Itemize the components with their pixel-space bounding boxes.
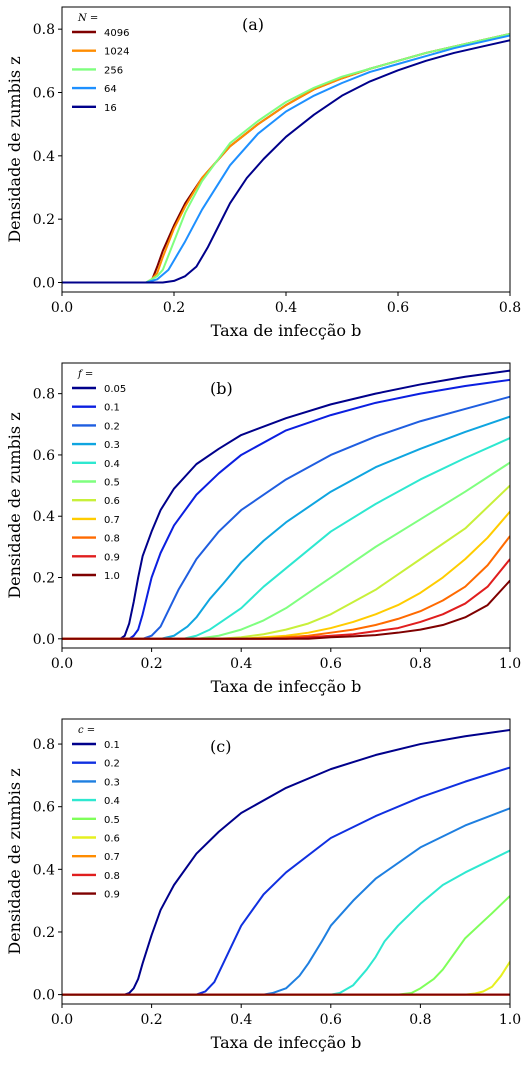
x-tick-label: 0.8 (499, 300, 521, 316)
legend-title: c = (78, 725, 95, 736)
y-tick-label: 0.8 (33, 387, 55, 403)
x-axis-label: Taxa de infecção b (211, 321, 362, 340)
x-tick-label: 0.4 (275, 300, 297, 316)
series-line-0.1 (62, 378, 510, 640)
x-tick-label: 1.0 (499, 656, 521, 672)
series-line-64 (62, 34, 510, 284)
x-axis-label: Taxa de infecção b (211, 677, 362, 696)
panel-label: (b) (210, 379, 233, 398)
legend-label: 0.9 (104, 552, 120, 563)
legend-title: N = (77, 13, 98, 24)
x-tick-label: 0.2 (163, 300, 185, 316)
y-tick-label: 0.8 (33, 22, 55, 38)
x-tick-label: 1.0 (499, 1012, 521, 1028)
x-tick-label: 0.2 (140, 1012, 162, 1028)
plot-frame (61, 362, 511, 649)
y-tick-label: 0.6 (33, 448, 55, 464)
legend-label: 0.5 (104, 478, 120, 489)
legend-label: 0.9 (104, 890, 120, 901)
series-line-0.1 (62, 728, 510, 996)
series-line-1024 (62, 32, 510, 284)
legend-label: 0.6 (104, 834, 120, 845)
legend-label: 0.05 (104, 384, 126, 395)
series-line-0.3 (62, 415, 510, 640)
series-line-0.5 (62, 895, 510, 996)
series-line-0.3 (62, 807, 510, 996)
y-tick-label: 0.4 (33, 149, 55, 165)
legend-title: f = (77, 369, 93, 380)
x-tick-label: 0.0 (51, 656, 73, 672)
y-axis-label: Densidade de zumbis z (5, 412, 24, 598)
series-line-0.9 (62, 558, 510, 640)
legend-label: 4096 (104, 28, 129, 39)
y-tick-label: 0.4 (33, 509, 55, 525)
series-line-0.4 (62, 437, 510, 640)
y-axis-label: Densidade de zumbis z (5, 768, 24, 954)
x-tick-label: 0.0 (51, 300, 73, 316)
x-tick-label: 0.8 (409, 656, 431, 672)
chart-panel-a: 0.0 0.2 0.4 0.6 0.8 0.0 0.2 0.4 0.6 0.8 Taxa de in… (5, 6, 521, 340)
legend-label: 0.7 (104, 852, 120, 863)
y-tick-label: 0.6 (33, 86, 55, 102)
legend-label: 256 (104, 65, 123, 76)
y-tick-label: 0.4 (33, 862, 55, 878)
legend-label: 64 (104, 84, 117, 95)
chart-panel-b: 0.0 0.2 0.4 0.6 0.8 1.0 0.0 0.2 0.4 0.6 0.8 Taxa de… (5, 362, 521, 696)
x-tick-label: 0.4 (230, 656, 252, 672)
series-line-0.6 (62, 484, 510, 640)
series-line-0.6 (62, 961, 510, 996)
series-line-0.4 (62, 849, 510, 996)
y-tick-label: 0.8 (33, 737, 55, 753)
series-line-0.8 (62, 535, 510, 640)
legend-label: 0.8 (104, 871, 120, 882)
legend-label: 16 (104, 103, 117, 114)
legend-label: 0.1 (104, 740, 120, 751)
x-tick-label: 0.2 (140, 656, 162, 672)
x-tick-label: 0.4 (230, 1012, 252, 1028)
legend-label: 1.0 (104, 571, 120, 582)
y-tick-label: 0.2 (33, 212, 55, 228)
x-tick-label: 0.6 (320, 1012, 342, 1028)
legend-label: 0.3 (104, 777, 120, 788)
x-axis-label: Taxa de infecção b (211, 1033, 362, 1052)
panel-label: (a) (242, 15, 264, 34)
legend-label: 0.7 (104, 515, 120, 526)
series-line-0.7 (62, 510, 510, 640)
legend-label: 0.4 (104, 459, 120, 470)
legend-label: 0.5 (104, 815, 120, 826)
y-tick-label: 0.0 (33, 988, 55, 1004)
series-line-16 (62, 39, 510, 284)
legend-label: 1024 (104, 47, 129, 58)
legend-label: 0.8 (104, 534, 120, 545)
legend-label: 0.2 (104, 421, 120, 432)
legend-label: 0.2 (104, 759, 120, 770)
x-tick-label: 0.0 (51, 1012, 73, 1028)
legend-label: 0.6 (104, 496, 120, 507)
y-tick-label: 0.0 (33, 632, 55, 648)
panel-label: (c) (210, 737, 231, 756)
y-axis-label: Densidade de zumbis z (5, 56, 24, 242)
y-tick-label: 0.2 (33, 925, 55, 941)
series-line-0.2 (62, 395, 510, 640)
x-tick-label: 0.8 (409, 1012, 431, 1028)
series-line-0.2 (62, 766, 510, 996)
y-tick-label: 0.0 (33, 276, 55, 292)
x-tick-label: 0.6 (387, 300, 409, 316)
series-line-1.0 (62, 579, 510, 640)
plot-frame (61, 718, 511, 1005)
y-tick-label: 0.2 (33, 571, 55, 587)
legend-label: 0.4 (104, 796, 120, 807)
series-line-0.05 (62, 369, 510, 640)
chart-panel-c: 0.0 0.2 0.4 0.6 0.8 1.0 0.0 0.2 0.4 0.6 0.8 Taxa de… (5, 718, 521, 1052)
legend-label: 0.3 (104, 440, 120, 451)
series-line-4096 (62, 32, 510, 284)
y-tick-label: 0.6 (33, 800, 55, 816)
series-line-0.5 (62, 461, 510, 640)
series-line-256 (62, 32, 510, 284)
x-tick-label: 0.6 (320, 656, 342, 672)
legend-label: 0.1 (104, 403, 120, 414)
